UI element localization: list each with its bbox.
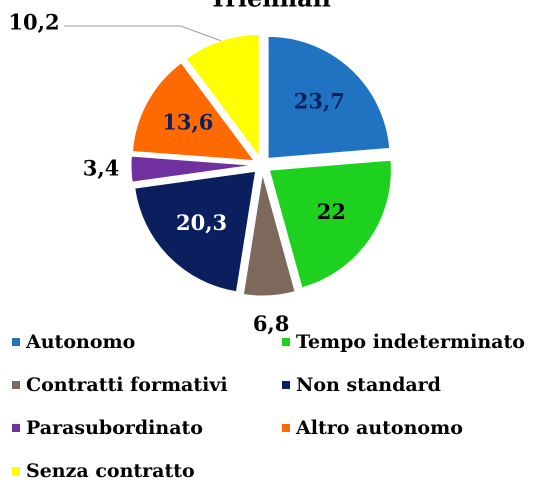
legend-label: Autonomo: [25, 331, 135, 353]
legend-swatch: [282, 381, 290, 389]
data-label: 6,8: [253, 311, 290, 336]
legend-label: Tempo indeterminato: [296, 331, 525, 353]
legend-label: Contratti formativi: [26, 374, 228, 396]
data-label: 20,3: [176, 210, 227, 235]
legend-swatch: [12, 338, 20, 346]
data-label: 23,7: [294, 88, 345, 113]
legend-swatch: [282, 338, 290, 346]
legend-label: Senza contratto: [26, 460, 195, 482]
pie-slice: [185, 33, 260, 158]
pie-slice: [242, 173, 296, 297]
chart-title: Triennali: [209, 0, 331, 13]
legend-label: Non standard: [296, 374, 441, 396]
legend-label: Altro autonomo: [295, 417, 463, 439]
legend-swatch: [12, 424, 20, 432]
legend-swatch: [12, 381, 20, 389]
legend-label: Parasubordinato: [26, 417, 203, 439]
data-label: 13,6: [162, 110, 213, 135]
pie-slice: [131, 62, 256, 162]
legend-swatch: [12, 467, 20, 475]
pie-slice: [134, 170, 257, 293]
pie-slice: [268, 159, 392, 289]
data-label: 10,2: [8, 10, 59, 35]
legend-swatch: [282, 424, 290, 432]
pie-slice: [267, 35, 391, 159]
pie-slice: [130, 155, 254, 183]
leader-line: [64, 25, 221, 42]
data-label: 22: [317, 199, 346, 224]
data-label: 3,4: [83, 156, 120, 181]
